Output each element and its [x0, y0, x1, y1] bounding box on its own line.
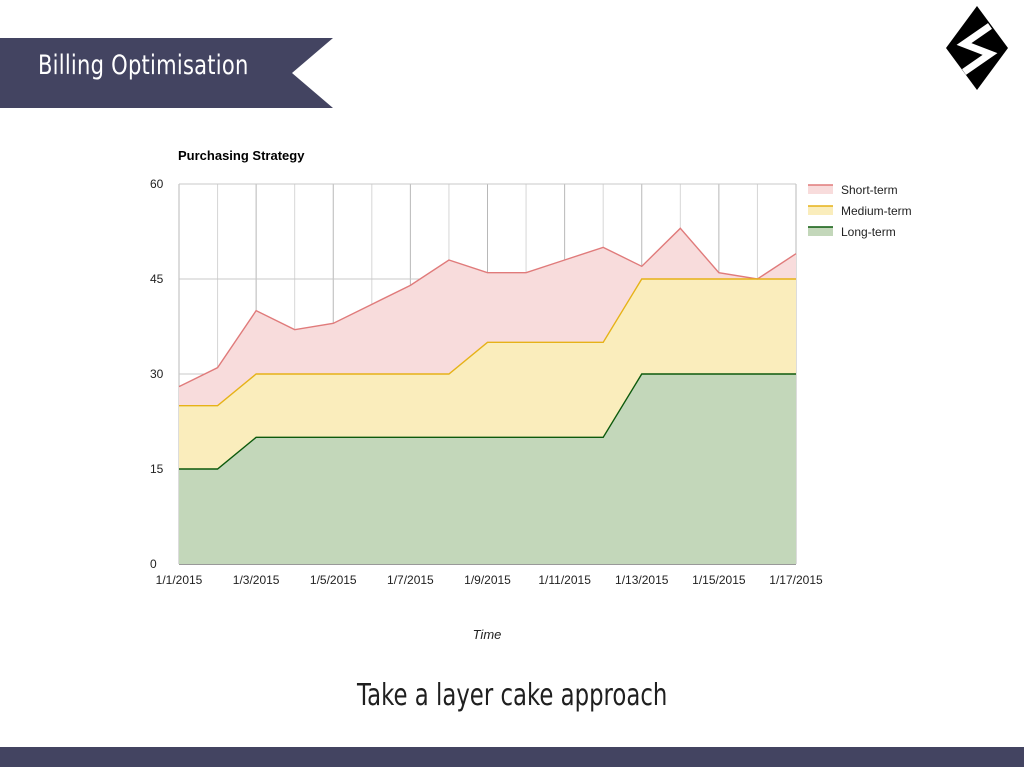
legend-label: Short-term: [841, 183, 898, 197]
page-title: Billing Optimisation: [38, 50, 249, 81]
s-diamond-logo-icon: [946, 6, 1008, 90]
banner-shape: [0, 38, 333, 108]
x-tick-label: 1/1/2015: [156, 573, 203, 587]
legend-swatch: [808, 227, 833, 236]
x-tick-label: 1/11/2015: [538, 573, 591, 587]
chart-lines: [178, 227, 797, 470]
footer-bar: [0, 747, 1024, 767]
legend-label: Long-term: [841, 225, 896, 239]
slide-caption: Take a layer cake approach: [0, 678, 1024, 713]
legend-label: Medium-term: [841, 204, 912, 218]
x-tick-label: 1/9/2015: [464, 573, 511, 587]
x-tick-label: 1/7/2015: [387, 573, 434, 587]
area-long-term: [179, 374, 796, 564]
chart-areas: [179, 228, 796, 565]
caption-text: Take a layer cake approach: [356, 678, 668, 713]
x-tick-label: 1/15/2015: [692, 573, 746, 587]
y-tick-label: 45: [150, 272, 164, 286]
y-tick-label: 30: [150, 367, 164, 381]
chart-legend: Short-term Medium-term Long-term: [808, 183, 912, 239]
y-axis-ticks: 0 15 30 45 60: [150, 177, 164, 571]
line-short-term: [178, 227, 797, 388]
title-banner: [0, 38, 333, 108]
x-tick-label: 1/5/2015: [310, 573, 357, 587]
y-tick-label: 0: [150, 557, 157, 571]
x-axis-label: Time: [473, 627, 502, 642]
x-tick-label: 1/17/2015: [769, 573, 823, 587]
line-long-term: [179, 373, 796, 470]
chart-title: Purchasing Strategy: [178, 148, 305, 163]
line-medium-term: [179, 278, 796, 407]
x-axis-ticks: 1/1/2015 1/3/2015 1/5/2015 1/7/2015 1/9/2015…: [156, 573, 823, 587]
y-tick-label: 15: [150, 462, 164, 476]
legend-swatch: [808, 185, 833, 194]
x-tick-label: 1/3/2015: [233, 573, 280, 587]
y-tick-label: 60: [150, 177, 164, 191]
legend-swatch: [808, 206, 833, 215]
x-tick-label: 1/13/2015: [615, 573, 669, 587]
